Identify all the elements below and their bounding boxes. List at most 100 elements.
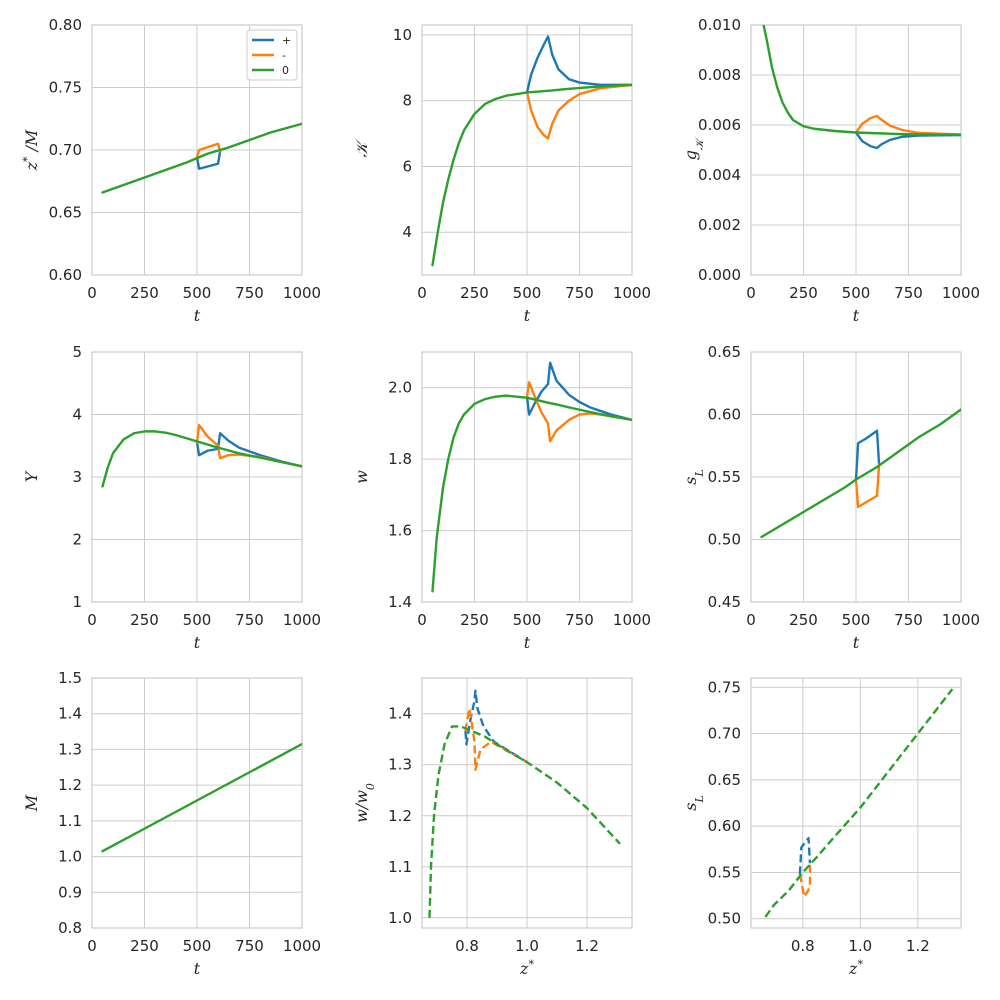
y-tick-label: 1.3 bbox=[58, 740, 82, 758]
x-tick-label: 1000 bbox=[942, 284, 980, 302]
x-tick-label: 0 bbox=[417, 284, 427, 302]
x-tick-label: 750 bbox=[894, 611, 923, 629]
y-axis-label: 𝒦 bbox=[352, 137, 371, 157]
series-line-plus bbox=[195, 432, 302, 468]
y-tick-label: 3 bbox=[72, 468, 82, 486]
series-line-minus bbox=[854, 463, 881, 509]
x-tick-label: 750 bbox=[235, 284, 264, 302]
y-tick-label: 5 bbox=[72, 343, 82, 361]
x-tick-label: 0 bbox=[87, 937, 97, 955]
x-tick-label: 500 bbox=[183, 284, 212, 302]
series-line-plus bbox=[854, 131, 961, 150]
x-tick-label: 250 bbox=[789, 284, 818, 302]
y-tick-label: 0.75 bbox=[708, 678, 741, 696]
x-tick-label: 750 bbox=[235, 611, 264, 629]
y-tick-label: 0.55 bbox=[708, 863, 741, 881]
axes-frame bbox=[750, 24, 962, 276]
x-tick-label: 750 bbox=[565, 611, 594, 629]
series-line-minus bbox=[195, 142, 222, 159]
x-tick-label: 0.8 bbox=[455, 937, 479, 955]
y-tick-label: 0.002 bbox=[698, 216, 741, 234]
x-tick-label: 250 bbox=[460, 284, 489, 302]
series-line-minus bbox=[464, 707, 528, 772]
y-tick-label: 0.45 bbox=[708, 593, 741, 611]
y-tick-label: 0.60 bbox=[49, 266, 82, 284]
y-axis-label: sL bbox=[681, 795, 706, 811]
series-line-zero bbox=[431, 83, 632, 267]
y-tick-label: 0.010 bbox=[698, 16, 741, 34]
y-tick-label: 0.70 bbox=[708, 725, 741, 743]
series-line-zero bbox=[431, 394, 632, 593]
y-tick-label: 0.000 bbox=[698, 266, 741, 284]
legend-entry-label: - bbox=[282, 49, 286, 62]
x-tick-label: 250 bbox=[130, 611, 159, 629]
chart-w: 0 250 500 750 1000 1.4 1.6 1.8 2.0 t w bbox=[352, 351, 651, 652]
series-line-plus bbox=[525, 361, 632, 422]
axes-frame bbox=[421, 351, 633, 603]
x-tick-label: 0 bbox=[417, 611, 427, 629]
y-tick-label: 1 bbox=[72, 593, 82, 611]
y-tick-label: 6 bbox=[402, 157, 412, 175]
y-tick-label: 0.65 bbox=[708, 771, 741, 789]
x-tick-label: 250 bbox=[460, 611, 489, 629]
chart-M: 0 250 500 750 1000 0.8 0.9 1.0 1.1 1.2 1.3 1.4 1.5 t M bbox=[22, 669, 321, 978]
y-tick-label: 8 bbox=[402, 92, 412, 110]
y-tick-label: 1.8 bbox=[388, 450, 412, 468]
y-axis-label: w/w0 bbox=[352, 783, 377, 823]
x-tick-label: 500 bbox=[513, 611, 542, 629]
y-tick-label: 0.50 bbox=[708, 531, 741, 549]
x-tick-label: 1.2 bbox=[575, 937, 599, 955]
x-tick-label: 1.0 bbox=[848, 937, 872, 955]
x-axis-label: t bbox=[194, 633, 201, 652]
x-tick-label: 1000 bbox=[613, 284, 651, 302]
x-tick-label: 250 bbox=[789, 611, 818, 629]
y-tick-label: 0.75 bbox=[49, 79, 82, 97]
x-axis-label: t bbox=[853, 633, 860, 652]
axes-frame bbox=[91, 351, 303, 603]
y-tick-label: 4 bbox=[402, 223, 412, 241]
y-tick-label: 0.65 bbox=[708, 343, 741, 361]
x-tick-label: 750 bbox=[235, 937, 264, 955]
x-tick-label: 750 bbox=[894, 284, 923, 302]
x-tick-label: 0 bbox=[87, 611, 97, 629]
y-tick-label: 0.9 bbox=[58, 883, 82, 901]
axes-frame bbox=[91, 24, 303, 276]
x-axis-label: t bbox=[524, 633, 531, 652]
y-tick-label: 1.2 bbox=[388, 807, 412, 825]
y-tick-label: 0.80 bbox=[49, 16, 82, 34]
x-tick-label: 250 bbox=[130, 284, 159, 302]
x-tick-label: 0 bbox=[746, 611, 756, 629]
series-line-plus bbox=[798, 836, 812, 875]
series-line-plus bbox=[464, 689, 528, 764]
axes-frame bbox=[750, 351, 962, 603]
x-tick-label: 500 bbox=[842, 611, 871, 629]
x-tick-label: 500 bbox=[183, 937, 212, 955]
series-line-plus bbox=[195, 150, 222, 170]
x-tick-label: 1000 bbox=[613, 611, 651, 629]
y-tick-label: 4 bbox=[72, 406, 82, 424]
axes-frame bbox=[91, 677, 303, 929]
series-line-plus bbox=[854, 429, 881, 481]
y-axis-label: w bbox=[352, 470, 371, 484]
y-tick-label: 0.55 bbox=[708, 468, 741, 486]
y-axis-label: sL bbox=[681, 469, 706, 485]
x-axis-label: z* bbox=[519, 958, 534, 979]
y-tick-label: 0.8 bbox=[58, 919, 82, 937]
axes-frame bbox=[421, 24, 633, 276]
y-axis-label: M bbox=[22, 794, 41, 812]
y-tick-label: 10 bbox=[393, 26, 412, 44]
y-tick-label: 1.5 bbox=[58, 669, 82, 687]
x-axis-label: z* bbox=[848, 958, 863, 979]
chart-sL_z: 0.8 1.0 1.2 0.50 0.55 0.60 0.65 0.70 0.75 z* sL bbox=[681, 677, 962, 979]
chart-w_over_w0: 0.8 1.0 1.2 1.0 1.1 1.2 1.3 1.4 z* w/w0 bbox=[352, 677, 633, 979]
series-line-zero bbox=[762, 25, 961, 137]
chart-Y: 0 250 500 750 1000 1 2 3 4 5 t Y bbox=[22, 343, 321, 652]
y-tick-label: 1.4 bbox=[388, 705, 412, 723]
y-tick-label: 1.4 bbox=[388, 593, 412, 611]
y-tick-label: 2 bbox=[72, 531, 82, 549]
x-axis-label: t bbox=[194, 306, 201, 325]
x-tick-label: 500 bbox=[183, 611, 212, 629]
x-axis-label: t bbox=[853, 306, 860, 325]
y-axis-label: Y bbox=[22, 470, 41, 482]
y-tick-label: 1.4 bbox=[58, 705, 82, 723]
